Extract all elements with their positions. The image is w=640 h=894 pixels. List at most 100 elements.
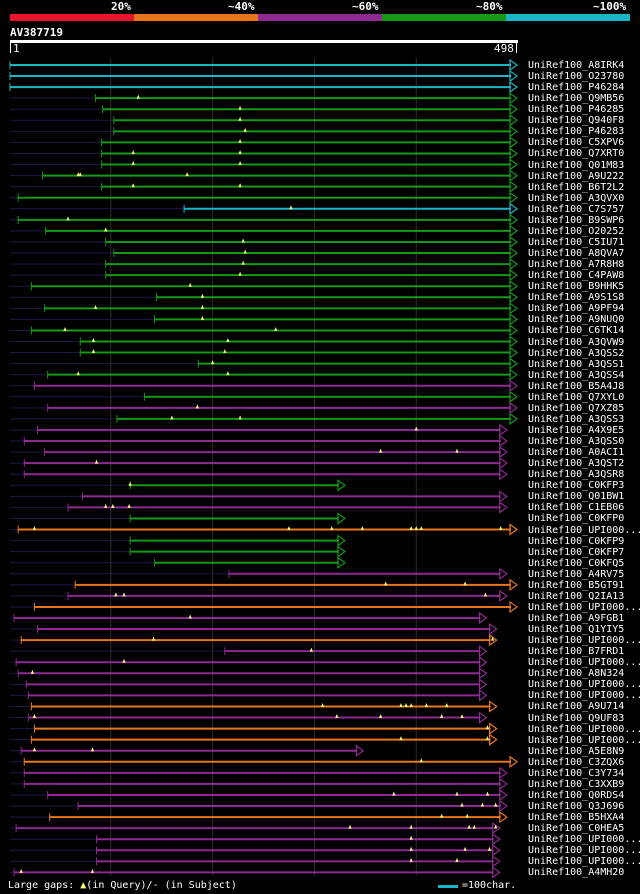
hit-label[interactable]: UniRef100_C7S757: [528, 203, 625, 215]
hit-label[interactable]: UniRef100_Q7XRT0: [528, 148, 625, 160]
hit-label[interactable]: UniRef100_A9S1S8: [528, 292, 625, 304]
hit-label[interactable]: UniRef100_Q9MB56: [528, 93, 625, 105]
hit-label[interactable]: UniRef100_C3Y734: [528, 767, 625, 779]
hit-arrow: [509, 379, 519, 392]
hit-label[interactable]: UniRef100_C4PAW8: [528, 270, 625, 282]
hit-label[interactable]: UniRef100_Q3J696: [528, 801, 625, 813]
legend-bar-3: [258, 14, 382, 21]
hit-label[interactable]: UniRef100_A3QSS2: [528, 347, 625, 359]
hit-label[interactable]: UniRef100_A3QSS0: [528, 436, 625, 448]
query-gap-marker: [111, 503, 115, 508]
query-gap-marker: [409, 835, 413, 840]
hit-label[interactable]: UniRef100_UPI000...: [528, 657, 640, 669]
hit-label[interactable]: UniRef100_Q01BW1: [528, 491, 625, 503]
hit-label[interactable]: UniRef100_A9FGB1: [528, 613, 625, 624]
hit-label[interactable]: UniRef100_C3XXB9: [528, 778, 625, 790]
hit-label[interactable]: UniRef100_A3QVW9: [528, 336, 625, 348]
hit-label[interactable]: UniRef100_P46284: [528, 82, 625, 94]
hit-label[interactable]: UniRef100_C0KFP3: [528, 480, 625, 492]
hit-label[interactable]: UniRef100_C5XPV6: [528, 137, 625, 149]
hit-label[interactable]: UniRef100_A9U222: [528, 170, 625, 182]
hit-label[interactable]: UniRef100_C6TK14: [528, 325, 625, 337]
hit-label[interactable]: UniRef100_A3QSS3: [528, 413, 625, 425]
hit-label[interactable]: UniRef100_Q0RDS4: [528, 789, 625, 801]
hit-label[interactable]: UniRef100_UPI000...: [528, 723, 640, 735]
hit-arrow: [509, 180, 519, 193]
query-gap-marker: [188, 614, 192, 619]
hit-label[interactable]: UniRef100_UPI000...: [528, 690, 640, 702]
hit-label[interactable]: UniRef100_Q2IA13: [528, 590, 625, 602]
hit-label[interactable]: UniRef100_UPI000...: [528, 834, 640, 846]
hit-label[interactable]: UniRef100_A8IRK4: [528, 60, 625, 71]
hit-label[interactable]: UniRef100_C0KFP7: [528, 546, 625, 558]
query-gap-marker: [463, 581, 467, 586]
hit-label[interactable]: UniRef100_UPI000...: [528, 635, 640, 647]
hit-label[interactable]: UniRef100_B9SWP6: [528, 214, 625, 226]
hit-arrow: [509, 578, 519, 591]
hit-label[interactable]: UniRef100_A3QSS1: [528, 358, 625, 370]
hit-arrow: [509, 324, 519, 337]
hit-label[interactable]: UniRef100_B5HXA4: [528, 812, 625, 824]
hit-label[interactable]: UniRef100_A8QVA7: [528, 248, 625, 260]
hit-label[interactable]: UniRef100_A3QST2: [528, 458, 625, 470]
hit-label[interactable]: UniRef100_A9NUQ0: [528, 314, 625, 326]
hit-label[interactable]: UniRef100_A4RV75: [528, 568, 625, 580]
hit-label[interactable]: UniRef100_UPI000...: [528, 845, 640, 857]
query-gap-marker: [467, 824, 471, 829]
hit-label[interactable]: UniRef100_A3QSR8: [528, 469, 625, 481]
query-gap-marker: [274, 326, 278, 331]
hit-label[interactable]: UniRef100_P46285: [528, 104, 625, 116]
hit-label[interactable]: UniRef100_A9U714: [528, 701, 625, 713]
hit-label[interactable]: UniRef100_C0KFP9: [528, 535, 625, 547]
query-gap-marker: [289, 205, 293, 210]
hit-label[interactable]: UniRef100_UPI000...: [528, 601, 640, 613]
query-gap-marker: [392, 791, 396, 796]
hit-label[interactable]: UniRef100_C5IU71: [528, 236, 625, 248]
query-id: AV387719: [10, 26, 63, 39]
hit-label[interactable]: UniRef100_UPI000...: [528, 524, 640, 536]
scale-key-label: =100char.: [462, 880, 517, 891]
hit-label[interactable]: UniRef100_C1EB06: [528, 502, 625, 514]
query-gap-marker: [200, 293, 205, 298]
hit-label[interactable]: UniRef100_O20252: [528, 225, 625, 237]
query-gap-marker: [78, 172, 82, 177]
hit-label[interactable]: UniRef100_UPI000...: [528, 856, 640, 868]
hit-label[interactable]: UniRef100_C3ZQX6: [528, 756, 625, 768]
hit-label[interactable]: UniRef100_Q7XYL0: [528, 391, 625, 403]
hit-label[interactable]: UniRef100_A0ACI1: [528, 447, 625, 459]
hit-label[interactable]: UniRef100_Q01M83: [528, 159, 625, 171]
hit-label[interactable]: UniRef100_A7R8H8: [528, 259, 625, 271]
hit-label[interactable]: UniRef100_A4MH20: [528, 867, 625, 879]
hit-arrow: [509, 390, 519, 403]
hit-label[interactable]: UniRef100_A4X9E5: [528, 424, 625, 436]
hit-label[interactable]: UniRef100_UPI000...: [528, 734, 640, 746]
hit-label[interactable]: UniRef100_Q7XZ85: [528, 402, 625, 414]
hit-label[interactable]: UniRef100_Q1YIY5: [528, 624, 625, 636]
hit-label[interactable]: UniRef100_C0HEA5: [528, 823, 625, 835]
hit-label[interactable]: UniRef100_A8N324: [528, 668, 625, 680]
hit-label[interactable]: UniRef100_O23780: [528, 71, 625, 83]
hit-label[interactable]: UniRef100_A5E8N9: [528, 745, 625, 757]
hit-label[interactable]: UniRef100_B6T2L2: [528, 181, 625, 193]
query-gap-marker: [114, 592, 118, 597]
hit-label[interactable]: UniRef100_Q940F8: [528, 115, 625, 127]
hit-label[interactable]: UniRef100_B7FRD1: [528, 646, 625, 658]
hit-label[interactable]: UniRef100_A3QSS4: [528, 369, 625, 381]
query-gap-marker: [170, 415, 174, 420]
hit-label[interactable]: UniRef100_B9HHK5: [528, 281, 625, 293]
hit-label[interactable]: UniRef100_B5A4J8: [528, 380, 625, 392]
hit-label[interactable]: UniRef100_A9PF94: [528, 303, 625, 315]
hit-label[interactable]: UniRef100_C0KFQ5: [528, 557, 625, 569]
hit-arrow: [509, 600, 519, 614]
hit-arrow: [509, 246, 519, 260]
hit-arrow: [509, 291, 519, 304]
hit-label[interactable]: UniRef100_B5GT91: [528, 579, 625, 591]
hit-arrow: [499, 777, 508, 791]
hit-label[interactable]: UniRef100_C0KFP0: [528, 513, 625, 525]
hit-arrow: [499, 434, 508, 448]
hit-label[interactable]: UniRef100_A3QVX0: [528, 192, 625, 204]
hit-arrow: [499, 490, 508, 503]
hit-label[interactable]: UniRef100_Q9UF83: [528, 712, 625, 724]
hit-label[interactable]: UniRef100_UPI000...: [528, 679, 640, 691]
hit-label[interactable]: UniRef100_P46283: [528, 126, 625, 138]
